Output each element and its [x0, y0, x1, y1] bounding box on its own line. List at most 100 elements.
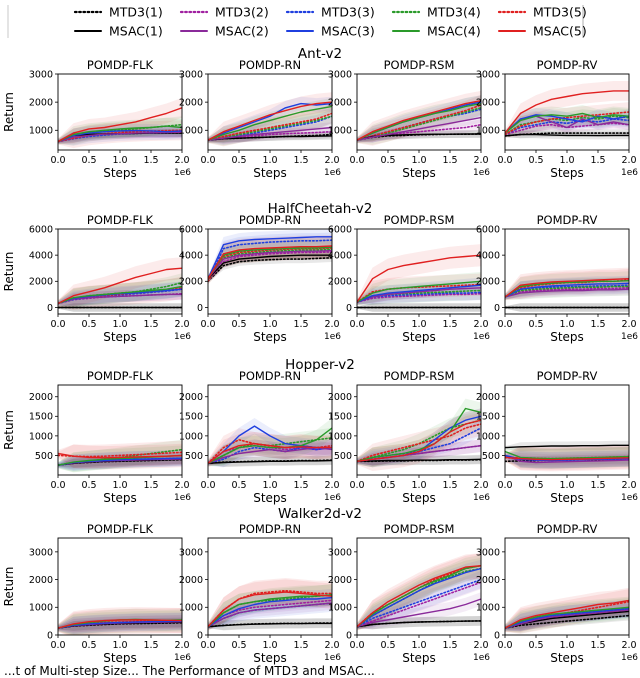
- band-msac-4: [58, 277, 182, 307]
- band-mtd3-3: [357, 570, 481, 630]
- y-tick-label: 1000: [328, 126, 352, 137]
- x-tick-label: 0.5: [380, 319, 395, 330]
- series-line-msac-5: [208, 591, 332, 628]
- x-tick-label: 2.0: [621, 480, 636, 491]
- series-line-mtd3-4: [357, 107, 481, 141]
- y-tick-label: 1000: [179, 431, 203, 442]
- x-tick-label: 0.5: [231, 155, 246, 166]
- y-axis-label: Return: [2, 92, 16, 132]
- y-tick-label: 3000: [476, 547, 500, 558]
- x-tick-label: 0.0: [50, 155, 65, 166]
- series-line-mtd3-1: [505, 132, 629, 137]
- env-title: Ant-v2: [298, 46, 342, 62]
- series-line-msac-3: [505, 282, 629, 298]
- y-tick-label: 2000: [179, 575, 203, 586]
- x-tick-label: 0.5: [81, 640, 96, 651]
- x-tick-label: 1.0: [411, 480, 426, 491]
- y-tick-label: 3000: [179, 69, 203, 80]
- x-tick-label: 0.5: [528, 155, 543, 166]
- x-offset-label: 1e6: [473, 168, 490, 178]
- series-line-msac-4: [505, 112, 629, 134]
- env-title: Hopper-v2: [285, 357, 355, 373]
- panel-walker2d-v2-pomdp-flk: POMDP-FLK 0.0 0.5 1.0 1.5 2.0 Steps 1e6 0 1000 200…: [2, 522, 191, 665]
- x-tick-label: 0.0: [200, 640, 215, 651]
- panel-ant-v2-pomdp-flk: POMDP-FLK 0.0 0.5 1.0 1.5 2.0 Steps 1e6 1000 2000…: [2, 58, 191, 180]
- x-tick-label: 1.0: [411, 319, 426, 330]
- panel-hopper-v2-pomdp-rn: POMDP-RN 0.0 0.5 1.0 1.5 2.0 Steps 1e6 500 1000 15…: [179, 369, 341, 505]
- y-tick-label: 0: [346, 303, 352, 314]
- y-tick-label: 2000: [476, 575, 500, 586]
- series-line-msac-3: [357, 284, 481, 303]
- x-tick-label: 0.5: [231, 319, 246, 330]
- y-tick-label: 0: [47, 630, 53, 641]
- x-tick-label: 2.0: [174, 319, 189, 330]
- panel-data: [505, 440, 629, 472]
- x-tick-label: 1.5: [293, 640, 308, 651]
- x-tick-label: 1.0: [262, 480, 277, 491]
- y-tick-label: 1500: [29, 412, 53, 423]
- x-tick-label: 2.0: [473, 640, 488, 651]
- x-tick-label: 0.0: [200, 155, 215, 166]
- y-tick-label: 2000: [29, 98, 53, 109]
- panel-title: POMDP-RSM: [384, 58, 455, 72]
- series-line-msac-3: [208, 236, 332, 280]
- series-line-msac-1: [505, 133, 629, 137]
- x-tick-label: 0.0: [349, 319, 364, 330]
- x-tick-label: 2.0: [473, 319, 488, 330]
- x-tick-label: 2.0: [324, 319, 339, 330]
- panel-title: POMDP-RN: [239, 58, 301, 72]
- y-tick-label: 0: [197, 303, 203, 314]
- series-line-msac-5: [505, 599, 629, 629]
- x-offset-label: 1e6: [174, 653, 191, 663]
- panel-walker2d-v2-pomdp-rn: POMDP-RN 0.0 0.5 1.0 1.5 2.0 Steps 1e6 0 1000 2000…: [179, 522, 341, 665]
- series-line-mtd3-4: [208, 115, 332, 141]
- x-tick-label: 0.0: [50, 640, 65, 651]
- legend-entry-mtd3-4: MTD3(4): [391, 5, 481, 20]
- x-offset-label: 1e6: [473, 493, 490, 503]
- series-line-msac-2: [505, 609, 629, 629]
- series-line-mtd3-2: [208, 130, 332, 141]
- y-tick-label: 2000: [328, 575, 352, 586]
- x-axis-label: Steps: [550, 651, 584, 665]
- series-line-msac-2: [357, 116, 481, 141]
- x-axis-label: Steps: [550, 330, 584, 344]
- x-tick-label: 1.5: [293, 319, 308, 330]
- series-line-msac-5: [505, 456, 629, 461]
- panel-title: POMDP-RSM: [384, 213, 455, 227]
- x-offset-label: 1e6: [324, 493, 341, 503]
- x-tick-label: 0.0: [349, 480, 364, 491]
- series-line-mtd3-4: [505, 115, 629, 136]
- x-tick-label: 2.0: [621, 319, 636, 330]
- y-tick-label: 4000: [179, 251, 203, 262]
- x-axis-label: Steps: [253, 330, 287, 344]
- x-axis-label: Steps: [550, 166, 584, 180]
- y-axis-label: Return: [2, 252, 16, 292]
- band-mtd3-5: [357, 273, 481, 306]
- panel-ant-v2-pomdp-rn: POMDP-RN 0.0 0.5 1.0 1.5 2.0 Steps 1e6 1000 2000 3…: [179, 58, 341, 180]
- panel-hopper-v2-pomdp-flk: POMDP-FLK 0.0 0.5 1.0 1.5 2.0 Steps 1e6 500 1000 1…: [2, 369, 191, 505]
- series-line-msac-1: [357, 620, 481, 628]
- panel-hopper-v2-pomdp-rv: POMDP-RV 0.0 0.5 1.0 1.5 2.0 Steps 1e6 500 1000 15…: [476, 369, 638, 505]
- band-mtd3-5: [208, 103, 332, 147]
- x-tick-label: 0.5: [380, 480, 395, 491]
- panel-data: [208, 229, 332, 285]
- panel-title: POMDP-RSM: [384, 369, 455, 383]
- band-msac-4: [357, 272, 481, 305]
- legend-entry-mtd3-2: MTD3(2): [179, 5, 269, 20]
- y-tick-label: 500: [334, 451, 352, 462]
- panel-data: [58, 607, 182, 635]
- series-line-msac-2: [58, 131, 182, 143]
- band-mtd3-2: [357, 439, 481, 466]
- x-tick-label: 1.5: [143, 319, 158, 330]
- x-tick-label: 0.0: [50, 319, 65, 330]
- legend-label: MTD3(1): [109, 5, 163, 20]
- x-tick-label: 1.0: [411, 640, 426, 651]
- x-axis-label: Steps: [253, 491, 287, 505]
- x-tick-label: 1.5: [143, 640, 158, 651]
- x-tick-label: 2.0: [621, 640, 636, 651]
- panel-data: [505, 267, 629, 312]
- panel-data: [357, 244, 481, 312]
- panel-title: POMDP-RN: [239, 522, 301, 536]
- x-tick-label: 0.5: [81, 480, 96, 491]
